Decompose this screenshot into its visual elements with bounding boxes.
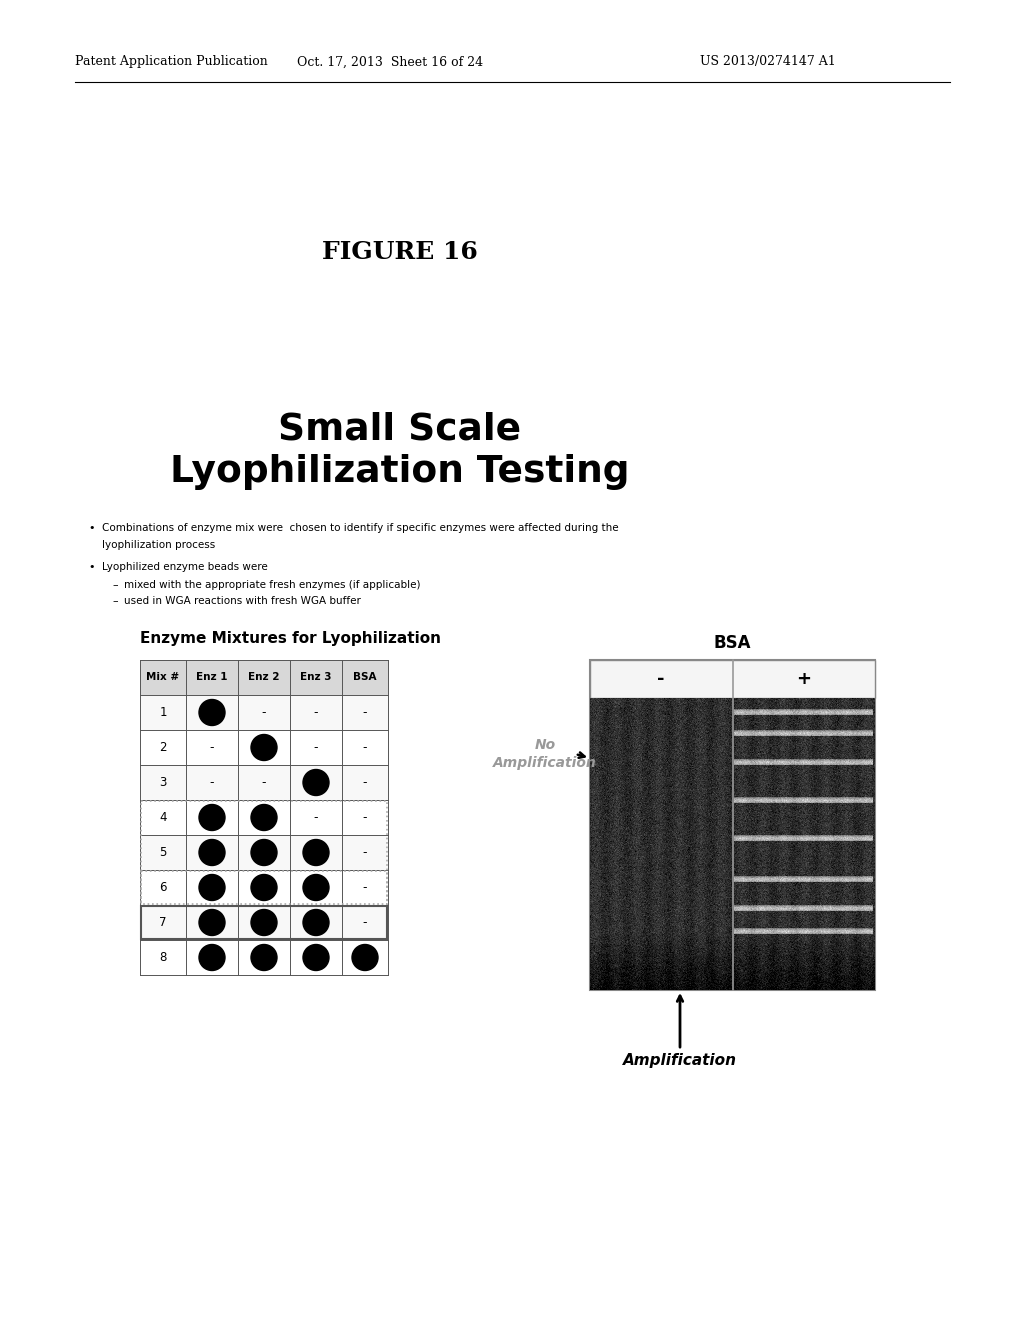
Text: Small Scale: Small Scale xyxy=(279,412,521,447)
Text: lyophilization process: lyophilization process xyxy=(102,540,215,550)
Text: BSA: BSA xyxy=(353,672,377,682)
Bar xyxy=(590,660,874,698)
Text: –: – xyxy=(112,597,118,606)
Circle shape xyxy=(303,945,329,970)
Bar xyxy=(140,940,388,975)
Text: 6: 6 xyxy=(160,880,167,894)
Text: 2: 2 xyxy=(160,741,167,754)
Text: Combinations of enzyme mix were  chosen to identify if specific enzymes were aff: Combinations of enzyme mix were chosen t… xyxy=(102,523,618,533)
Circle shape xyxy=(303,840,329,866)
Circle shape xyxy=(251,734,278,760)
Bar xyxy=(141,801,387,939)
Text: -: - xyxy=(362,741,368,754)
Text: Enz 1: Enz 1 xyxy=(197,672,227,682)
Text: used in WGA reactions with fresh WGA buffer: used in WGA reactions with fresh WGA buf… xyxy=(124,597,360,606)
Circle shape xyxy=(251,874,278,900)
Text: 4: 4 xyxy=(160,810,167,824)
Text: -: - xyxy=(362,846,368,859)
Text: -: - xyxy=(210,741,214,754)
Text: FIGURE 16: FIGURE 16 xyxy=(323,240,478,264)
Text: -: - xyxy=(362,706,368,719)
Text: 8: 8 xyxy=(160,950,167,964)
Circle shape xyxy=(303,909,329,936)
Bar xyxy=(141,906,387,939)
Text: •: • xyxy=(88,562,94,572)
Circle shape xyxy=(352,945,378,970)
Text: -: - xyxy=(313,741,318,754)
Text: -: - xyxy=(313,810,318,824)
Text: Lyophilization Testing: Lyophilization Testing xyxy=(170,454,630,490)
Text: -: - xyxy=(313,706,318,719)
Text: Lyophilized enzyme beads were: Lyophilized enzyme beads were xyxy=(102,562,267,572)
Text: Patent Application Publication: Patent Application Publication xyxy=(75,55,267,69)
Circle shape xyxy=(251,804,278,830)
Text: 3: 3 xyxy=(160,776,167,789)
Text: -: - xyxy=(362,776,368,789)
Text: Enzyme Mixtures for Lyophilization: Enzyme Mixtures for Lyophilization xyxy=(140,631,441,645)
Bar xyxy=(140,660,388,696)
Circle shape xyxy=(199,840,225,866)
Text: mixed with the appropriate fresh enzymes (if applicable): mixed with the appropriate fresh enzymes… xyxy=(124,579,421,590)
Text: Enz 3: Enz 3 xyxy=(300,672,332,682)
Text: •: • xyxy=(88,523,94,533)
Text: -: - xyxy=(262,706,266,719)
Text: BSA: BSA xyxy=(714,634,752,652)
Text: -: - xyxy=(362,880,368,894)
Circle shape xyxy=(199,874,225,900)
Bar xyxy=(140,906,388,940)
Text: Enz 2: Enz 2 xyxy=(248,672,280,682)
Circle shape xyxy=(251,840,278,866)
Circle shape xyxy=(251,909,278,936)
Circle shape xyxy=(199,804,225,830)
Circle shape xyxy=(303,770,329,796)
Text: -: - xyxy=(362,810,368,824)
Circle shape xyxy=(199,909,225,936)
Text: -: - xyxy=(362,916,368,929)
Circle shape xyxy=(251,945,278,970)
Text: -: - xyxy=(657,671,665,688)
Bar xyxy=(140,800,388,836)
Circle shape xyxy=(303,874,329,900)
Text: 1: 1 xyxy=(160,706,167,719)
Text: Amplification: Amplification xyxy=(623,1052,737,1068)
Text: US 2013/0274147 A1: US 2013/0274147 A1 xyxy=(700,55,836,69)
Bar xyxy=(140,730,388,766)
Bar xyxy=(141,871,387,904)
Text: Mix #: Mix # xyxy=(146,672,179,682)
Circle shape xyxy=(199,945,225,970)
Text: +: + xyxy=(797,671,811,688)
Text: No: No xyxy=(535,738,556,752)
Text: 7: 7 xyxy=(160,916,167,929)
Text: Oct. 17, 2013  Sheet 16 of 24: Oct. 17, 2013 Sheet 16 of 24 xyxy=(297,55,483,69)
Bar xyxy=(140,696,388,730)
Bar xyxy=(140,836,388,870)
Text: -: - xyxy=(210,776,214,789)
Bar xyxy=(590,660,874,990)
Bar xyxy=(140,766,388,800)
Text: -: - xyxy=(262,776,266,789)
Text: Amplification: Amplification xyxy=(494,756,597,770)
Text: –: – xyxy=(112,579,118,590)
Bar xyxy=(140,870,388,906)
Text: 5: 5 xyxy=(160,846,167,859)
Circle shape xyxy=(199,700,225,726)
